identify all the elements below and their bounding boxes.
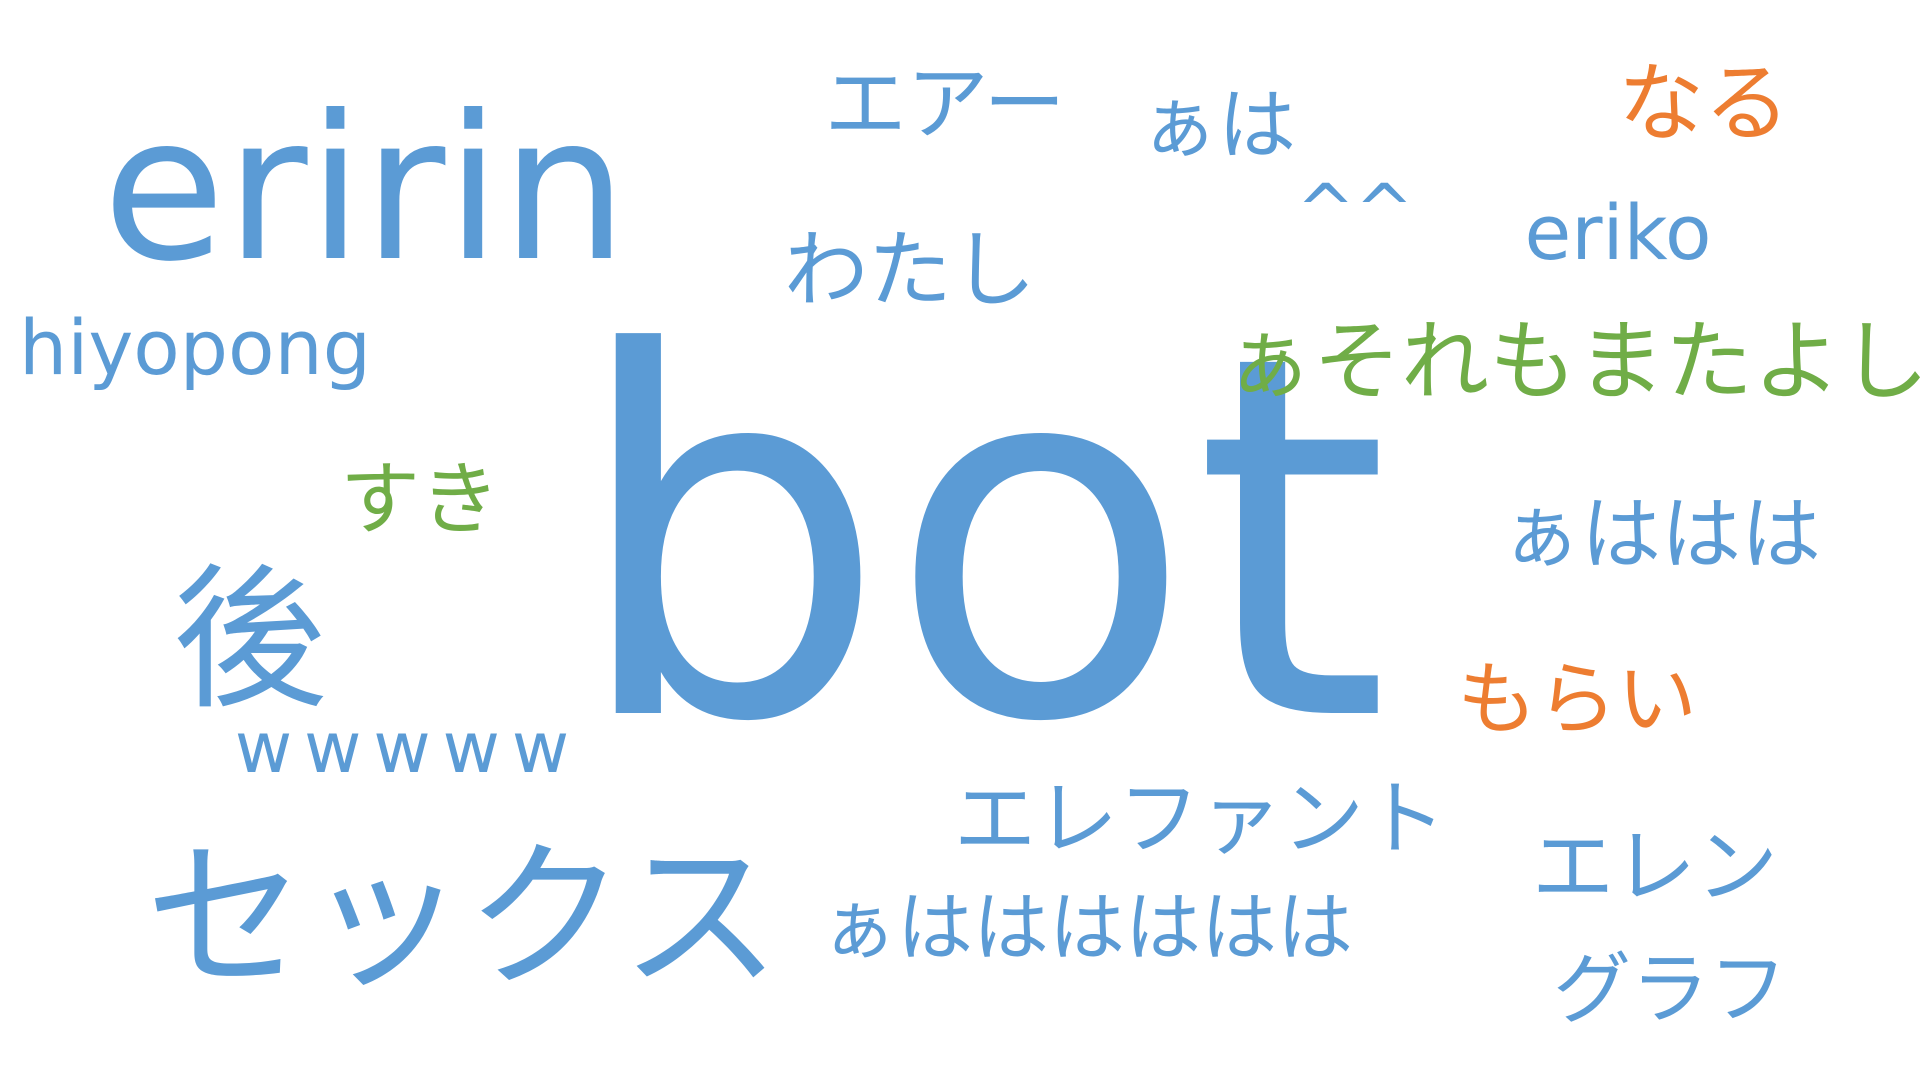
word-watashi: わたし — [783, 221, 1037, 319]
word-naru: なる — [1618, 54, 1790, 154]
word-ea: エアー — [824, 57, 1066, 152]
word-hiyopong: hiyopong — [19, 303, 371, 392]
word-ahahahahahaha: ぁはははははは — [821, 883, 1353, 972]
word-suki: すき — [340, 453, 500, 546]
word-bot: bot — [570, 249, 1390, 831]
word-morai: もらい — [1457, 653, 1697, 746]
word-ato: 後 — [172, 549, 328, 731]
word-caret-caret: ^^ — [1296, 169, 1414, 251]
word-erefanto: エレファント — [953, 772, 1447, 867]
word-aha: ぁは — [1139, 81, 1297, 171]
word-asoremomatayoshi: ぁそれもまたよし — [1224, 310, 1920, 413]
word-sekkusu: セックス — [145, 824, 781, 1011]
word-eririn: eririn — [102, 73, 628, 306]
word-gurafu: グラフ — [1552, 945, 1788, 1035]
word-eren: エレン — [1531, 820, 1779, 915]
word-eriko: eriko — [1524, 188, 1712, 277]
word-wwwww: wwwww — [234, 707, 582, 789]
word-ahahaha: ぁははは — [1501, 488, 1821, 581]
